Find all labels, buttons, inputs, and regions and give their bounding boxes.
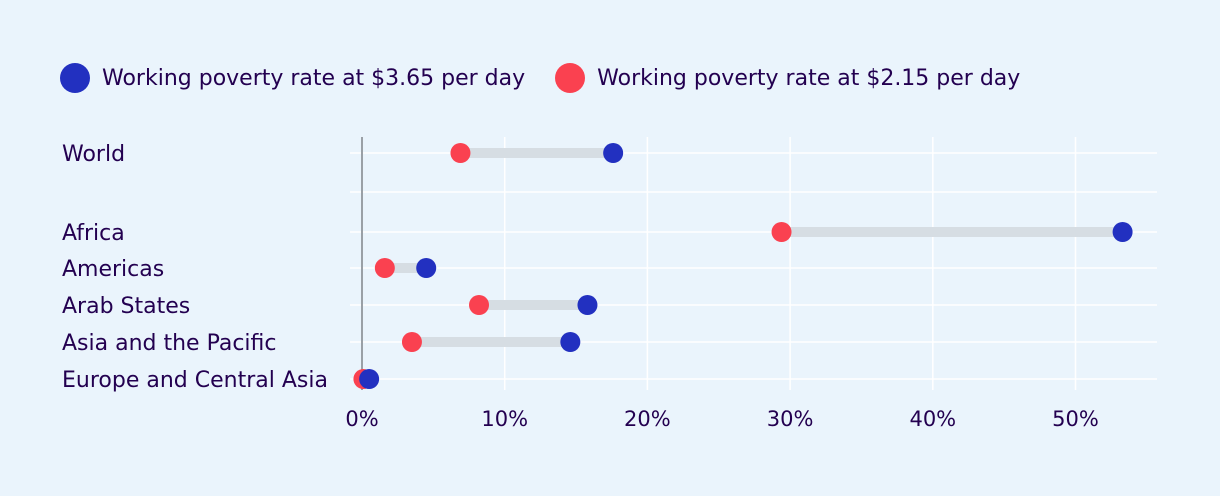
x-tick-30%: 30% (767, 407, 814, 431)
dot-365-world (603, 143, 624, 163)
dot-365-americas (416, 258, 437, 278)
dot-215-asia-and-the-pacific (401, 332, 422, 352)
gridlines (350, 137, 1157, 390)
category-labels: World Africa Americas Arab States Asia and t… (62, 142, 328, 393)
dot-365-africa (1112, 222, 1133, 242)
category-label-arab-states: Arab States (62, 294, 190, 319)
data-points (353, 143, 1133, 389)
category-label-americas: Americas (62, 257, 164, 282)
dot-215-americas (374, 258, 395, 278)
legend-item-215: Working poverty rate at $2.15 per day (555, 63, 1020, 93)
legend-label-365: Working poverty rate at $3.65 per day (102, 65, 526, 91)
x-tick-10%: 10% (481, 407, 528, 431)
legend-marker-365 (60, 63, 90, 93)
x-tick-40%: 40% (909, 407, 956, 431)
x-tick-50%: 50% (1052, 407, 1099, 431)
category-label-europe-and-central-asia: Europe and Central Asia (62, 368, 328, 393)
dot-215-africa (771, 222, 792, 242)
legend-item-365: Working poverty rate at $3.65 per day (60, 63, 525, 93)
dot-215-world (450, 143, 471, 163)
x-tick-0%: 0% (345, 407, 378, 431)
dot-215-arab-states (469, 295, 490, 315)
category-label-asia-and-the-pacific: Asia and the Pacific (62, 331, 277, 356)
dot-365-europe-and-central-asia (359, 369, 380, 389)
x-tick-labels: 0% 10% 20% 30% 40% 50% (345, 407, 1099, 431)
legend-label-215: Working poverty rate at $2.15 per day (597, 65, 1021, 91)
category-label-africa: Africa (62, 221, 125, 246)
category-label-world: World (62, 142, 125, 167)
dot-365-asia-and-the-pacific (560, 332, 581, 352)
dot-365-arab-states (577, 295, 598, 315)
chart-legend: Working poverty rate at $3.65 per day Wo… (60, 60, 1020, 96)
connectors (363, 148, 1123, 384)
legend-marker-215 (555, 63, 586, 93)
x-tick-20%: 20% (624, 407, 671, 431)
